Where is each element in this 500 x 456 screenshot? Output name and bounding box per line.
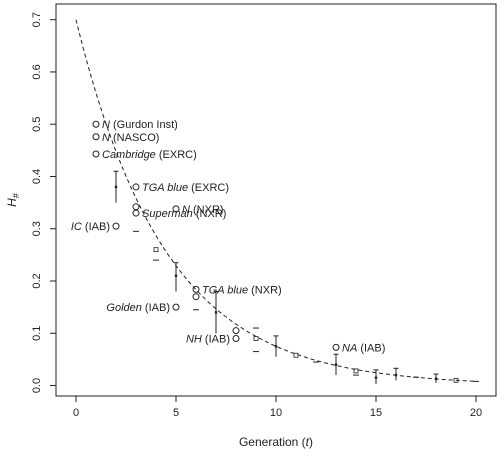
circle-point	[112, 222, 120, 230]
circle-point	[92, 120, 100, 128]
x-tick-label: 15	[370, 407, 382, 419]
y-tick-label: 0.5	[31, 117, 43, 132]
error-bar-point	[434, 377, 438, 380]
square-point	[253, 336, 259, 341]
circle-point	[92, 133, 100, 141]
circle-point	[192, 285, 200, 293]
x-axis: 0 5 10 15 20	[73, 396, 482, 419]
x-axis-title: Generation (t)	[239, 435, 313, 449]
population-label: Cambridge (EXRC)	[102, 149, 197, 161]
error-bar-point	[174, 274, 178, 277]
error-bar-point	[334, 363, 338, 366]
circle-point	[92, 150, 100, 158]
y-axis-title: H#	[5, 193, 21, 207]
y-tick-label: 0.3	[31, 221, 43, 236]
y-tick-label: 0.1	[31, 326, 43, 341]
circle-point	[232, 335, 240, 343]
square-point	[453, 377, 459, 383]
population-label: TGA blue (EXRC)	[142, 182, 229, 194]
x-tick-label: 0	[73, 407, 79, 419]
y-tick-label: 0.6	[31, 64, 43, 79]
square-point	[153, 247, 159, 253]
circle-point	[192, 293, 200, 301]
population-label: N (NASCO)	[102, 132, 159, 144]
population-label: N (NXR)	[182, 204, 224, 216]
population-label: NH (IAB)	[186, 334, 230, 346]
circle-point	[132, 183, 140, 191]
circle-point	[232, 327, 240, 335]
population-label: IC (IAB)	[71, 221, 110, 233]
population-label: TGA blue (NXR)	[202, 284, 282, 296]
population-label: Golden (IAB)	[106, 302, 170, 314]
error-bar-point	[214, 311, 218, 314]
y-tick-label: 0.0	[31, 378, 43, 393]
x-tick-label: 10	[270, 407, 282, 419]
error-bar-point	[394, 373, 398, 377]
y-axis: 0.0 0.1 0.2 0.3 0.4 0.5 0.6 0.7	[31, 12, 56, 393]
error-bar-point	[374, 376, 378, 379]
error-bar-point	[274, 345, 278, 348]
y-tick-label: 0.2	[31, 273, 43, 288]
x-tick-label: 5	[173, 407, 179, 419]
dashed-fit-curve	[75, 19, 477, 382]
data-points: N (Gurdon Inst)N (NASCO) Cambridge (EXRC)…	[71, 119, 479, 384]
y-tick-label: 0.4	[31, 169, 43, 184]
x-tick-label: 20	[470, 407, 482, 419]
circle-point	[132, 209, 140, 217]
y-tick-label: 0.7	[31, 12, 43, 27]
error-bar-point	[114, 185, 118, 189]
population-label: Superman (NXR)	[142, 208, 226, 220]
population-label: NA (IAB)	[342, 342, 385, 354]
population-label: N (Gurdon Inst)	[102, 119, 178, 131]
circle-point	[172, 303, 180, 311]
square-point	[353, 368, 359, 374]
square-point	[293, 352, 299, 358]
circle-point	[172, 205, 180, 213]
circle-point	[332, 343, 340, 351]
circle-point	[132, 203, 140, 211]
